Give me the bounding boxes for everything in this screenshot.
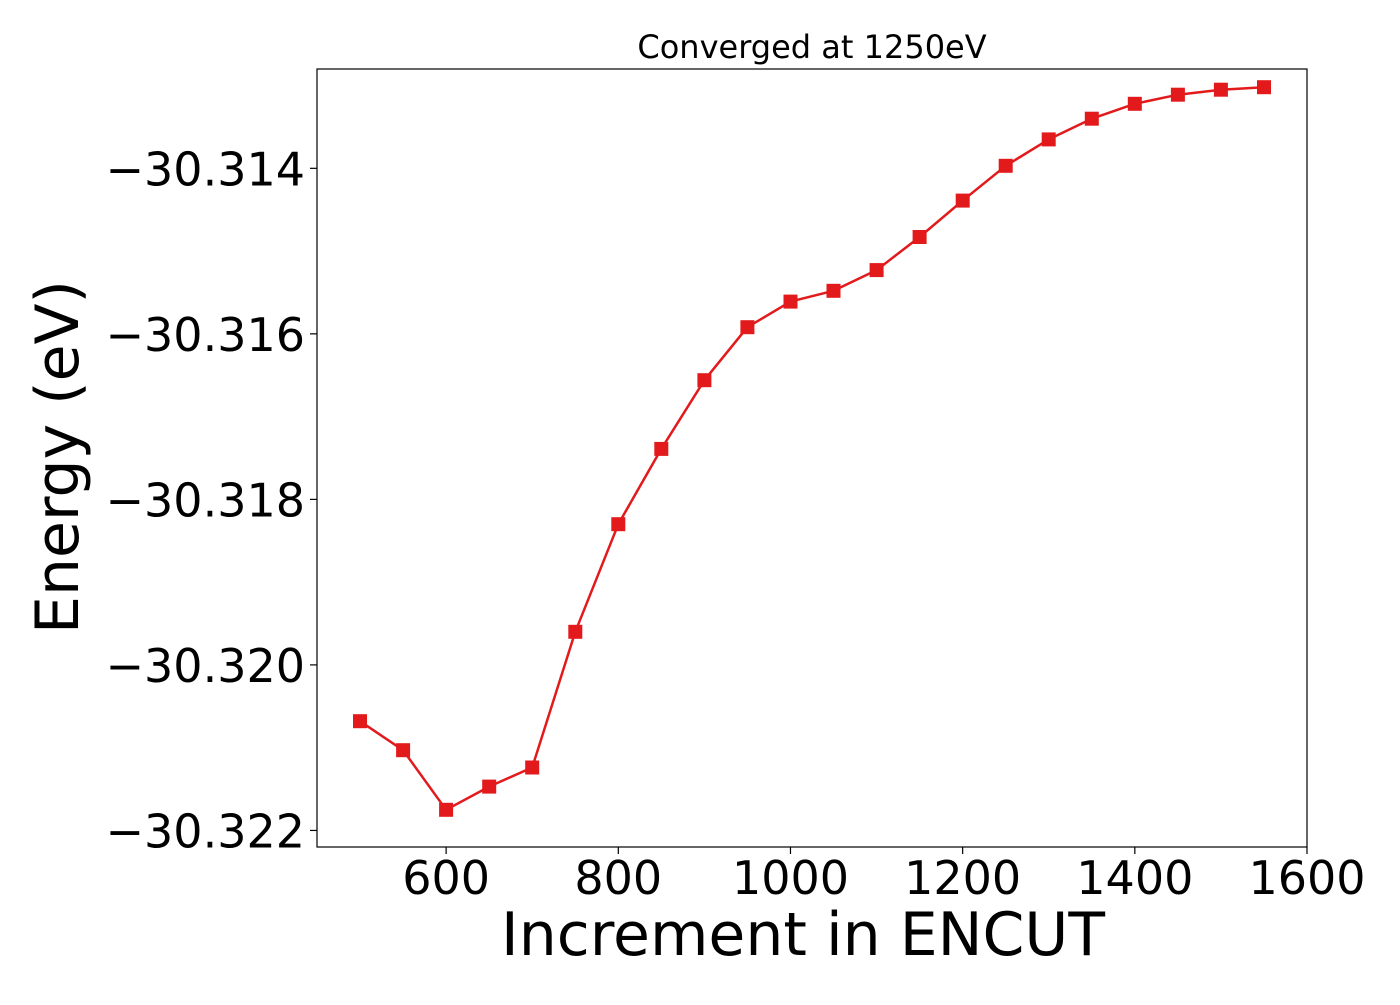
data-point-marker [611, 517, 626, 532]
series-layer [353, 80, 1271, 817]
x-tick-label: 600 [402, 851, 490, 905]
data-point-marker [525, 760, 540, 775]
data-point-marker [998, 158, 1013, 173]
data-point-marker [869, 263, 884, 278]
y-tick-label: −30.318 [106, 473, 306, 527]
chart-title: Converged at 1250eV [637, 28, 986, 66]
data-point-marker [568, 624, 583, 639]
y-tick-label: −30.320 [106, 639, 306, 693]
data-point-marker [1041, 132, 1056, 147]
x-tick-label: 800 [574, 851, 662, 905]
y-tick-label: −30.314 [106, 142, 306, 196]
data-point-marker [353, 714, 367, 729]
data-point-marker [697, 373, 712, 388]
data-point-marker [1084, 111, 1099, 126]
data-point-marker [1257, 80, 1271, 95]
y-tick-label: −30.322 [106, 804, 306, 858]
data-point-marker [826, 283, 841, 298]
data-point-marker [955, 193, 970, 208]
x-axis-label: Increment in ENCUT [501, 900, 1105, 970]
x-tick-label: 1200 [904, 851, 1021, 905]
x-tick-label: 1400 [1076, 851, 1193, 905]
x-tick-label: 1600 [1248, 851, 1365, 905]
data-point-marker [1170, 87, 1185, 102]
data-point-marker [783, 294, 798, 309]
data-point-marker [439, 802, 454, 817]
data-point-marker [1213, 82, 1228, 97]
x-tick-label: 1000 [732, 851, 849, 905]
data-point-marker [654, 441, 669, 456]
axes: 600 800 1000 1200 1400 1600 −30.314 −30.316 −30.… [106, 68, 1366, 905]
data-point-marker [1127, 96, 1142, 111]
data-point-marker [740, 320, 755, 335]
y-tick-label: −30.316 [106, 308, 306, 362]
data-point-marker [482, 779, 497, 794]
data-point-marker [396, 743, 411, 758]
data-point-marker [912, 230, 927, 244]
plot-area-frame [316, 68, 1308, 848]
y-axis-label: Energy (eV) [23, 280, 93, 634]
series-line [359, 85, 1265, 812]
